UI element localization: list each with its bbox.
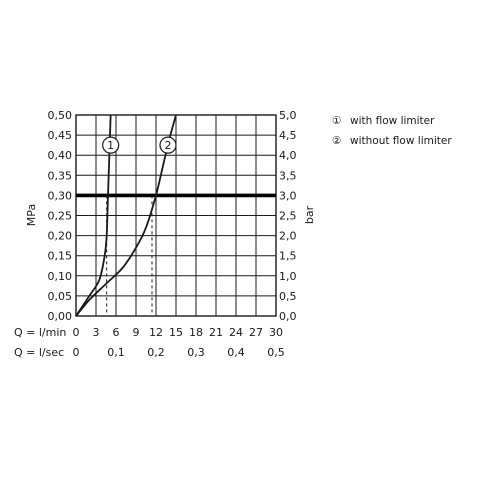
x-lsec-tick-label: 0,1 (107, 346, 125, 359)
x-lsec-tick-label: 0 (73, 346, 80, 359)
right-tick-label: 2,5 (279, 210, 297, 223)
x-lsec-tick-label: 0,3 (187, 346, 205, 359)
legend-label-with-flow-limiter: with flow limiter (350, 115, 435, 127)
right-tick-label: 5,0 (279, 109, 297, 122)
left-tick-label: 0,30 (48, 189, 73, 202)
series-marker-circle-2 (159, 136, 177, 154)
series-marker-number-2: 2 (165, 139, 172, 152)
x-lmin-tick-label: 6 (113, 326, 120, 339)
right-tick-label: 4,0 (279, 149, 297, 162)
x-lmin-tick-label: 21 (209, 326, 223, 339)
x-lmin-tick-label: 18 (189, 326, 203, 339)
x-lmin-tick-label: 27 (249, 326, 263, 339)
x-axis-lsec-title: Q = l/sec (14, 346, 64, 359)
chart-ticks: 0,000,050,100,150,200,250,300,350,400,45… (48, 109, 297, 359)
x-lsec-tick-label: 0,4 (227, 346, 245, 359)
left-tick-label: 0,25 (48, 210, 73, 223)
x-lmin-tick-label: 24 (229, 326, 243, 339)
left-tick-label: 0,50 (48, 109, 73, 122)
x-lmin-tick-label: 12 (149, 326, 163, 339)
left-tick-label: 0,40 (48, 149, 73, 162)
left-tick-label: 0,05 (48, 290, 73, 303)
x-lmin-tick-label: 15 (169, 326, 183, 339)
x-lmin-tick-label: 0 (73, 326, 80, 339)
x-lmin-tick-label: 9 (133, 326, 140, 339)
left-tick-label: 0,20 (48, 230, 73, 243)
left-tick-label: 0,35 (48, 169, 73, 182)
x-lmin-tick-label: 30 (269, 326, 283, 339)
left-tick-label: 0,45 (48, 129, 73, 142)
legend-marker-2: ② (332, 135, 341, 147)
x-axis-lmin-title: Q = l/min (14, 326, 66, 339)
right-tick-label: 1,0 (279, 270, 297, 283)
right-tick-label: 1,5 (279, 250, 297, 263)
legend-marker-1: ① (332, 115, 341, 127)
left-tick-label: 0,15 (48, 250, 73, 263)
right-tick-label: 3,5 (279, 169, 297, 182)
right-tick-label: 2,0 (279, 230, 297, 243)
series-marker-number-1: 1 (107, 139, 114, 152)
left-tick-label: 0,00 (48, 310, 73, 323)
left-tick-label: 0,10 (48, 270, 73, 283)
right-axis-title: bar (303, 205, 316, 224)
x-lsec-tick-label: 0,2 (147, 346, 165, 359)
chart-legend: ① with flow limiter ② without flow limit… (332, 115, 452, 147)
right-tick-label: 4,5 (279, 129, 297, 142)
x-lmin-tick-label: 3 (93, 326, 100, 339)
left-axis-title: MPa (25, 204, 38, 226)
x-lsec-tick-label: 0,5 (267, 346, 285, 359)
series-marker-circle-1 (102, 136, 120, 154)
right-tick-label: 3,0 (279, 189, 297, 202)
legend-label-without-flow-limiter: without flow limiter (350, 135, 452, 147)
right-tick-label: 0,5 (279, 290, 297, 303)
right-tick-label: 0,0 (279, 310, 297, 323)
series-curve-1 (75, 114, 112, 317)
